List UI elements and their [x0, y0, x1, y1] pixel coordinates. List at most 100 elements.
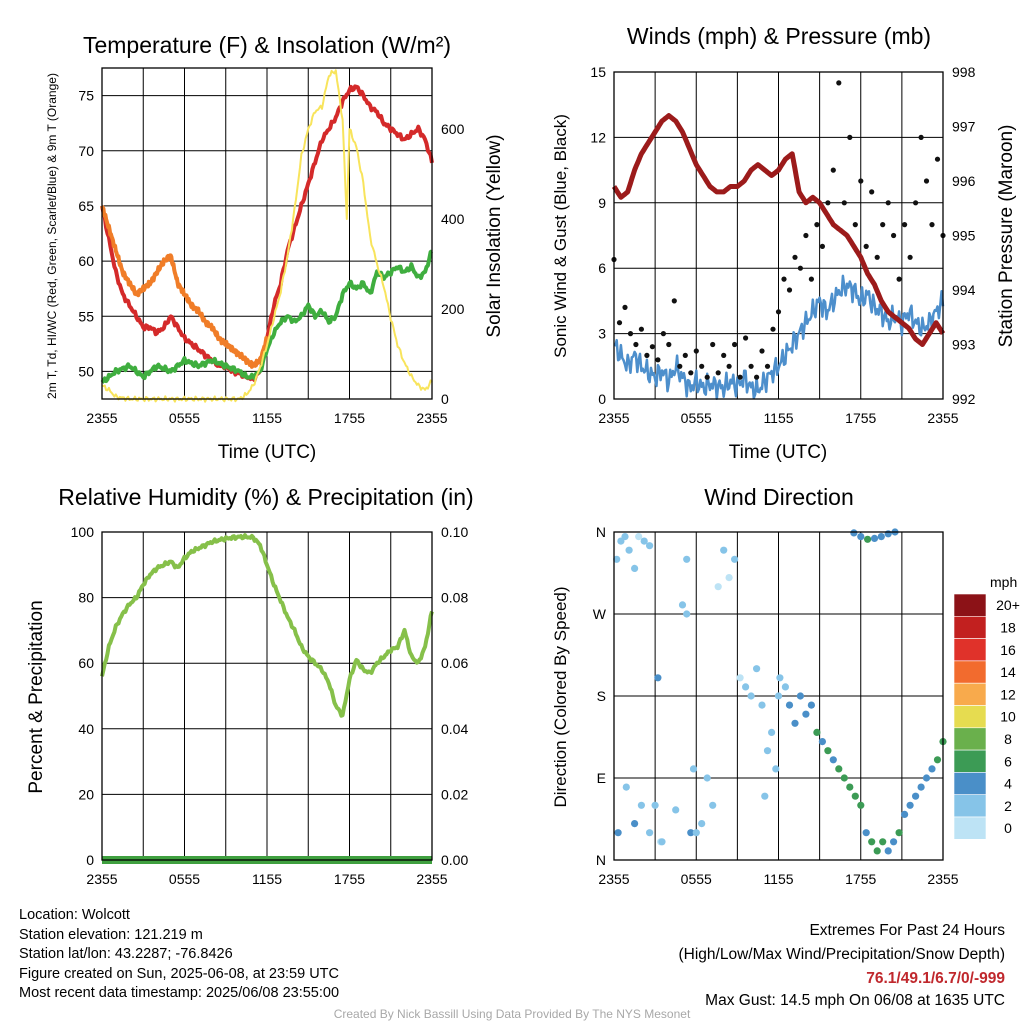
direction-point [818, 738, 827, 746]
direction-point [846, 783, 854, 791]
direction-point [877, 533, 885, 541]
gust-point [825, 200, 831, 206]
gust-point [710, 341, 716, 348]
legend-label: 14 [1000, 664, 1016, 680]
direction-point [651, 801, 659, 809]
gust-point [869, 189, 875, 195]
temp-left-tick-label: 65 [78, 198, 94, 214]
gust-point [644, 352, 650, 358]
direction-point [683, 610, 691, 618]
temp-x-axis-label: Time (UTC) [218, 442, 317, 463]
gust-point [847, 134, 853, 140]
dir-x-tick-label: 1755 [845, 871, 876, 887]
dir-left-axis-label: Direction (Colored By Speed) [551, 586, 570, 807]
direction-point [654, 674, 662, 682]
wind-left-axis-label: Sonic Wind & Gust (Blue, Black) [551, 114, 570, 358]
gust-point [775, 309, 782, 315]
temp-x-tick-label: 2355 [86, 410, 117, 426]
legend-label: 18 [1000, 619, 1016, 635]
temp-chart-title: Temperature (F) & Insolation (W/m²) [83, 32, 451, 58]
direction-point [736, 674, 744, 682]
direction-point [758, 701, 766, 709]
gust-point [732, 341, 738, 348]
gust-point [814, 222, 820, 228]
max-gust-text: Max Gust: 14.5 mph On 06/08 at 1635 UTC [705, 992, 1005, 1009]
gust-point [638, 326, 645, 332]
dir-plot: 2355 0555 1155 1755 2355 N E S W N [593, 524, 959, 887]
wind-right-tick-label: 992 [952, 391, 976, 407]
direction-point [879, 838, 887, 846]
gust-point [764, 363, 771, 369]
gust-point [923, 178, 930, 184]
wind-x-tick-label: 1155 [763, 410, 793, 426]
direction-point [753, 665, 761, 673]
direction-point [906, 801, 914, 809]
wind-right-tick-label: 997 [952, 119, 976, 135]
legend-title: mph [990, 574, 1017, 590]
direction-point [742, 683, 750, 691]
gust-point [748, 363, 754, 369]
rh-x-tick-label: 1755 [334, 871, 365, 887]
direction-point [625, 546, 633, 554]
rh-left-tick-label: 100 [71, 524, 95, 540]
wind-right-tick-label: 998 [952, 64, 976, 80]
gust-point [688, 370, 694, 376]
wind-left-tick-label: 9 [598, 195, 606, 211]
direction-point [884, 847, 892, 855]
dir-left-tick-label: E [597, 770, 606, 786]
direction-point [824, 747, 832, 755]
direction-point [802, 710, 810, 718]
dir-left-tick-label: W [593, 606, 607, 622]
direction-point [901, 810, 909, 819]
legend-swatch [953, 615, 987, 639]
extremes-info: Extremes For Past 24 Hours (High/Low/Max… [679, 919, 1006, 1010]
direction-point [857, 801, 865, 809]
legend-label: 0 [1004, 820, 1012, 836]
extremes-title: Extremes For Past 24 Hours [809, 922, 1005, 939]
created-text: Figure created on Sun, 2025-06-08, at 23… [19, 965, 339, 982]
direction-point [692, 829, 700, 837]
temp-right-tick-label: 200 [441, 301, 465, 317]
legend-swatch [953, 816, 987, 840]
gust-point [721, 352, 727, 358]
direction-point [895, 829, 903, 837]
direction-point [873, 847, 881, 855]
gust-point [858, 178, 864, 184]
gust-point [902, 222, 908, 228]
gust-point [677, 363, 683, 369]
gust-point [666, 341, 672, 348]
gust-point [874, 254, 880, 260]
direction-point [781, 683, 790, 691]
direction-point [807, 701, 816, 709]
rh-plot-border [101, 531, 433, 861]
direction-point [922, 774, 931, 782]
gust-point [907, 254, 913, 260]
gust-point [622, 304, 628, 310]
legend-label: 16 [1000, 642, 1016, 658]
direction-point [731, 555, 739, 563]
wind-right-tick-label: 995 [952, 228, 976, 244]
rh-right-tick-label: 0.06 [441, 655, 468, 671]
direction-point [791, 719, 799, 727]
gust-point [885, 200, 891, 206]
direction-point [637, 801, 646, 809]
direction-point [864, 535, 872, 543]
gust-point [743, 335, 749, 341]
temp-plot-border [101, 67, 433, 400]
dir-x-tick-label: 2355 [927, 871, 958, 887]
wind-plot: 2355 0555 1155 1755 2355 0 3 6 9 12 15 992 993 994 995… [590, 64, 975, 426]
gust-point [715, 370, 721, 376]
wind-x-tick-label: 0555 [681, 410, 712, 426]
direction-point [829, 756, 837, 764]
gust-point [852, 222, 858, 228]
wind-right-axis-label: Station Pressure (Maroon) [996, 125, 1017, 348]
wind-chart-title: Winds (mph) & Pressure (mb) [627, 23, 931, 49]
rh-left-tick-label: 0 [86, 852, 94, 868]
direction-point [840, 774, 848, 782]
temp-left-tick-label: 70 [78, 143, 94, 159]
legend-swatch [953, 772, 987, 796]
gust-point [759, 348, 765, 354]
gust-point [803, 232, 809, 239]
rh-x-tick-label: 0555 [169, 871, 200, 887]
recent-text: Most recent data timestamp: 2025/06/08 2… [19, 985, 340, 1001]
